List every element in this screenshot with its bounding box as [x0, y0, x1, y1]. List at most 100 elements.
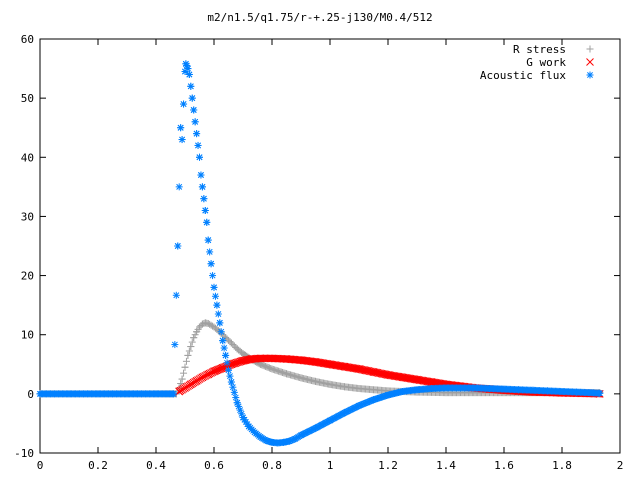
data-point: [94, 390, 102, 398]
data-point: [222, 334, 230, 342]
data-point: [457, 384, 464, 392]
data-point: [227, 360, 236, 369]
x-tick-label: 2: [617, 459, 624, 472]
data-point: [274, 439, 282, 447]
data-point: [312, 424, 319, 432]
data-point: [219, 337, 227, 345]
data-point: [188, 94, 196, 102]
data-point: [204, 236, 212, 244]
data-point: [171, 341, 179, 349]
data-point: [341, 383, 348, 391]
data-point: [285, 437, 293, 445]
data-point: [194, 141, 202, 149]
data-point: [428, 385, 435, 393]
x-tick-label: 1.4: [436, 459, 456, 472]
data-point: [587, 389, 595, 397]
data-point: [226, 372, 234, 380]
x-tick-label: 0.4: [146, 459, 166, 472]
data-point: [190, 106, 198, 114]
data-point: [207, 321, 215, 329]
data-point: [180, 369, 188, 377]
data-point: [191, 331, 199, 339]
data-point: [256, 433, 264, 441]
data-point: [283, 370, 290, 378]
data-point: [282, 355, 291, 363]
data-point: [256, 360, 264, 368]
data-point: [184, 65, 192, 73]
data-point: [471, 384, 479, 392]
data-point: [201, 319, 209, 327]
data-point: [326, 416, 334, 424]
data-point: [384, 391, 392, 399]
x-tick-label: 1.6: [494, 459, 514, 472]
data-point: [229, 383, 237, 391]
data-point: [239, 356, 247, 365]
data-point: [297, 374, 305, 382]
data-point: [239, 350, 247, 358]
data-point: [185, 347, 193, 355]
data-point: [500, 385, 508, 393]
data-point: [207, 260, 215, 268]
data-point: [398, 373, 407, 382]
data-point: [187, 82, 195, 90]
data-point: [515, 386, 522, 394]
data-point: [209, 272, 217, 280]
data-point: [206, 320, 214, 328]
data-point: [216, 319, 224, 327]
data-point: [229, 340, 237, 348]
data-point: [413, 386, 421, 394]
data-point: [65, 390, 73, 398]
data-point: [208, 368, 217, 376]
y-tick-label: 10: [21, 329, 34, 342]
data-point: [152, 390, 160, 398]
data-point: [233, 399, 241, 407]
data-point: [232, 394, 240, 402]
data-point: [291, 435, 299, 443]
data-point: [203, 218, 211, 226]
data-point: [201, 207, 209, 215]
legend-label: G work: [526, 56, 566, 69]
data-point: [198, 320, 206, 328]
data-point: [268, 365, 276, 373]
data-point: [230, 388, 238, 396]
legend-marker: [586, 45, 594, 53]
y-tick-label: -10: [14, 447, 34, 460]
data-point: [233, 345, 241, 353]
data-point: [197, 171, 205, 179]
data-point: [355, 385, 363, 393]
data-point: [214, 310, 222, 318]
data-point: [219, 331, 227, 339]
data-point: [239, 414, 247, 422]
x-tick-label: 1.2: [378, 459, 398, 472]
chart-title: m2/n1.5/q1.75/r-+.25-j130/M0.4/512: [207, 11, 432, 24]
data-point: [222, 351, 230, 359]
data-point: [36, 390, 44, 398]
data-point: [326, 360, 334, 369]
y-tick-label: 40: [21, 151, 34, 164]
data-point: [268, 438, 276, 446]
data-point: [340, 362, 349, 371]
y-tick-label: 50: [21, 92, 34, 105]
data-point: [245, 422, 253, 430]
y-tick-label: 0: [27, 388, 34, 401]
data-point: [596, 389, 604, 397]
data-point: [192, 376, 201, 385]
data-point: [196, 323, 203, 331]
data-point: [341, 409, 348, 417]
data-point: [174, 242, 182, 250]
data-point: [210, 283, 218, 291]
data-point: [297, 431, 305, 439]
x-tick-label: 0.6: [204, 459, 224, 472]
data-point: [172, 291, 180, 299]
x-tick-label: 0.2: [88, 459, 108, 472]
data-point: [427, 378, 436, 386]
series-layer: [36, 60, 604, 447]
data-point: [223, 359, 231, 367]
data-point: [262, 437, 270, 445]
data-point: [312, 377, 319, 385]
axes: 0 0.2 0.4 0.6 0.8 1 1.2 1.4 1.6 1.8 2-100102030405…: [14, 33, 623, 472]
data-point: [200, 195, 208, 203]
data-point: [185, 70, 193, 78]
